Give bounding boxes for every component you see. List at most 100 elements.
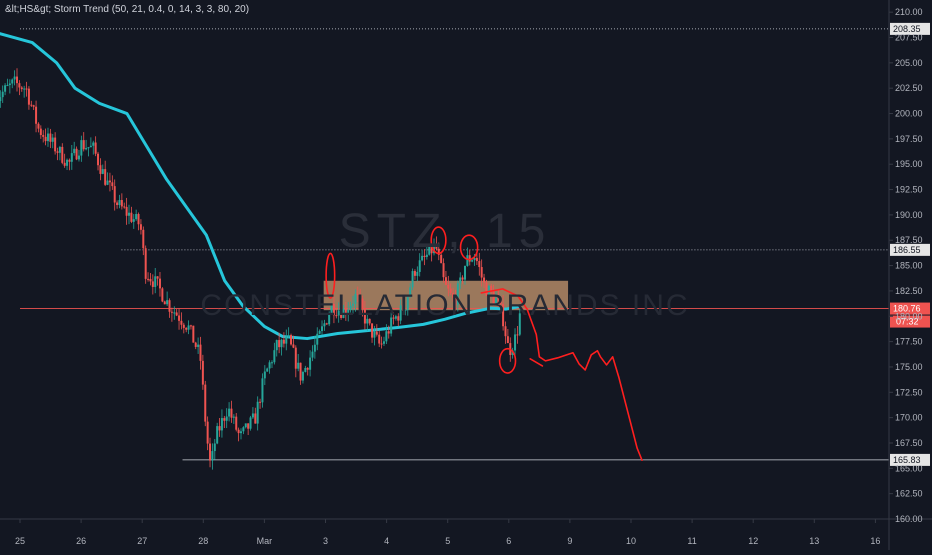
candle-body	[61, 146, 64, 163]
candle-body	[130, 212, 133, 222]
storm-trend-polyline	[0, 32, 522, 341]
candle-body	[278, 340, 281, 348]
time-tick-label: 3	[323, 536, 328, 546]
candle-body	[173, 312, 176, 314]
candle-body	[463, 265, 466, 280]
candle-body	[161, 288, 164, 302]
candle-body	[268, 362, 271, 369]
candle-body	[85, 148, 88, 150]
candle-body	[104, 169, 107, 185]
candle-body	[452, 292, 455, 298]
time-tick-label: 11	[687, 536, 696, 546]
candle-body	[137, 214, 140, 225]
candle-body	[497, 298, 500, 301]
candle-body	[99, 165, 102, 174]
candle-body	[80, 140, 83, 156]
candle-body	[359, 295, 362, 299]
candle-body	[97, 153, 100, 166]
candle-body	[147, 278, 150, 280]
candle-body	[332, 304, 335, 316]
candle-body	[502, 304, 505, 327]
candle-body	[87, 147, 90, 149]
resistance-zone-box	[323, 280, 569, 311]
price-tick-label: 177.50	[895, 337, 923, 347]
candle-body	[514, 334, 517, 351]
candle-body	[166, 300, 169, 305]
candle-body	[232, 416, 235, 418]
candle-body	[425, 254, 428, 257]
candle-body	[135, 214, 138, 220]
candle-body	[132, 219, 135, 222]
candle-body	[32, 105, 35, 107]
candle-body	[266, 368, 269, 372]
drawn-projection-path	[529, 358, 544, 367]
candle-body	[58, 146, 61, 153]
candle-body	[213, 443, 216, 452]
drawn-circle	[459, 234, 479, 261]
candle-body	[328, 314, 331, 325]
candle-body	[68, 159, 71, 162]
candle-body	[382, 341, 385, 344]
indicator-legend[interactable]: &lt;HS&gt; Storm Trend (50, 21, 0.4, 0, …	[5, 4, 250, 15]
candle-body	[416, 271, 419, 276]
candle-body	[73, 148, 76, 154]
candle-body	[178, 315, 181, 321]
candle-body	[39, 128, 42, 136]
candle-body	[154, 276, 157, 287]
price-tick-label: 170.00	[895, 413, 923, 423]
candle-body	[261, 378, 264, 403]
candle-body	[194, 342, 197, 347]
candle-body	[37, 123, 40, 129]
candle-body	[23, 88, 26, 90]
candle-body	[263, 371, 266, 379]
drawn-circle	[325, 252, 336, 299]
candle-body	[430, 245, 433, 254]
candle-body	[437, 248, 440, 255]
candle-body	[480, 267, 483, 278]
resistance-zone[interactable]	[323, 280, 569, 311]
candle-body	[13, 76, 16, 80]
candle-body	[504, 326, 507, 337]
candle-body	[444, 277, 447, 285]
candle-body	[158, 278, 161, 289]
candle-body	[280, 339, 283, 348]
candle-body	[192, 325, 195, 343]
candle-body	[290, 335, 293, 345]
candle-body	[351, 303, 354, 306]
horizontal-levels[interactable]: 208.35 186.55 165.83 180.76 07:32	[20, 22, 930, 466]
candle-body	[454, 297, 457, 305]
drawn-circle	[498, 347, 517, 374]
candle-body	[473, 257, 476, 261]
candle-body	[247, 423, 250, 429]
candle-body	[46, 133, 49, 142]
price-tick-label: 207.50	[895, 33, 923, 43]
candle-body	[471, 260, 474, 262]
price-tick-label: 167.50	[895, 438, 923, 448]
candle-body	[309, 357, 312, 370]
candle-body	[461, 277, 464, 280]
candle-body	[42, 135, 45, 137]
level-label: 186.55	[893, 245, 921, 255]
candle-body	[447, 284, 450, 289]
candle-body	[449, 288, 452, 293]
candle-body	[306, 367, 309, 370]
candle-body	[54, 137, 57, 152]
candle-body	[516, 334, 519, 336]
hand-drawings[interactable]	[325, 226, 643, 462]
candle-body	[237, 429, 240, 434]
level-label-box	[890, 22, 930, 35]
candle-body	[163, 301, 166, 305]
candle-body	[142, 229, 145, 249]
candle-body	[287, 335, 290, 337]
price-tick-label: 172.50	[895, 387, 923, 397]
candle-body	[94, 142, 97, 154]
candle-body	[70, 153, 73, 162]
time-tick-label: 6	[506, 536, 511, 546]
candle-body	[113, 186, 116, 203]
candle-body	[239, 431, 242, 434]
time-tick-label: 16	[870, 536, 880, 546]
